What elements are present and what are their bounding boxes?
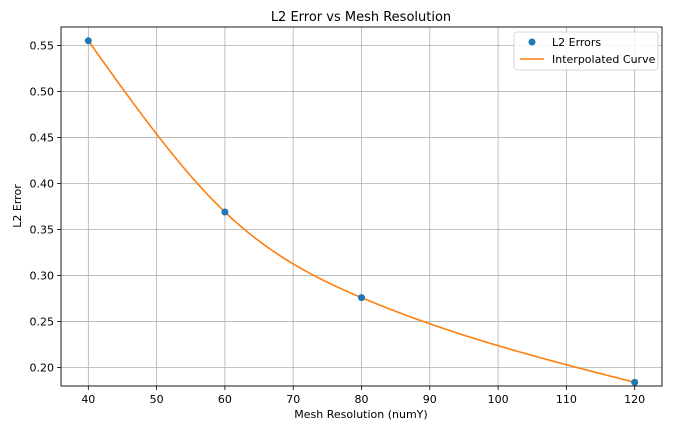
axis-ticks: 40 50 60 70 80 90 100 110 120 0.20 0.25 0.30 0.35 0.4…: [30, 39, 646, 406]
x-tick-label: 60: [218, 393, 232, 406]
x-tick-label: 90: [423, 393, 437, 406]
l2-error-point: [84, 37, 92, 45]
x-axis-label: Mesh Resolution (numY): [294, 408, 427, 421]
x-tick-label: 120: [624, 393, 645, 406]
legend-label-l2-errors: L2 Errors: [552, 36, 601, 49]
l2-error-point: [221, 208, 229, 216]
y-tick-label: 0.25: [30, 316, 55, 329]
y-tick-label: 0.55: [30, 39, 55, 52]
chart-title: L2 Error vs Mesh Resolution: [271, 10, 451, 25]
x-tick-label: 70: [286, 393, 300, 406]
legend-label-interpolated-curve: Interpolated Curve: [552, 53, 656, 66]
legend-marker-l2-errors: [528, 38, 536, 46]
x-tick-label: 80: [355, 393, 369, 406]
y-tick-label: 0.50: [30, 85, 55, 98]
y-tick-label: 0.20: [30, 362, 55, 375]
l2-error-point: [358, 294, 365, 302]
y-tick-label: 0.45: [30, 131, 55, 144]
x-tick-label: 40: [81, 393, 95, 406]
x-tick-label: 100: [488, 393, 509, 406]
scatter-points-layer: [84, 37, 639, 386]
grid: [61, 27, 662, 386]
y-axis-label: L2 Error: [11, 184, 24, 228]
plot-frame: [60, 26, 663, 387]
y-tick-label: 0.40: [30, 177, 55, 190]
y-tick-label: 0.30: [30, 270, 55, 283]
x-tick-label: 110: [556, 393, 577, 406]
l2-error-point: [631, 378, 639, 386]
legend-box: [513, 31, 659, 71]
y-tick-label: 0.35: [30, 224, 55, 237]
legend: L2 Errors Interpolated Curve: [513, 31, 659, 71]
x-tick-label: 50: [150, 393, 164, 406]
